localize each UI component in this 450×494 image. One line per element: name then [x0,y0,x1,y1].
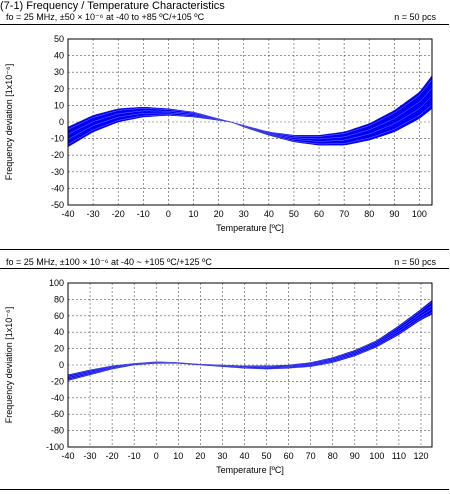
chart2-x-tick-label: 120 [413,451,428,461]
chart2-x-tick-label: 20 [195,451,205,461]
chart2-x-tick-label: -20 [106,451,119,461]
chart1-x-tick-label: 10 [189,209,199,219]
chart2-x-tick-label: 100 [369,451,384,461]
chart1-series-line [67,100,433,143]
chart2-series-line [67,310,433,380]
chart1-x-tick-label: 30 [239,209,249,219]
chart1-condition: fo = 25 MHz, ±50 × 10⁻⁶ at -40 to +85 ºC… [6,12,205,22]
chart1-x-tick-label: 90 [389,209,399,219]
chart2-x-tick-label: -40 [61,451,74,461]
chart2-y-tick-label: 0 [59,360,64,370]
chart1-x-axis-label: Temperature [ºC] [216,223,284,233]
chart1-y-tick-label: -40 [51,183,64,193]
chart2-y-tick-label: -40 [51,393,64,403]
chart2-y-tick-label: 100 [49,278,64,288]
chart1-x-tick-label: -40 [61,209,74,219]
chart2-x-tick-label: 60 [284,451,294,461]
chart2-y-tick-label: 60 [54,311,64,321]
chart1-x-tick-label: 40 [264,209,274,219]
chart1-y-tick-label: -20 [51,150,64,160]
chart1-y-tick-label: 20 [54,84,64,94]
chart2-y-tick-label: 80 [54,294,64,304]
chart1-y-tick-label: 0 [59,117,64,127]
chart2-plot-frame [67,282,433,448]
chart1-x-tick-label: 60 [314,209,324,219]
chart1-plot-frame [67,38,433,206]
chart2-x-tick-label: 80 [328,451,338,461]
chart1-x-tick-label: 80 [364,209,374,219]
chart2-y-tick-label: -60 [51,409,64,419]
chart1-y-tick-label: 30 [54,67,64,77]
chart1-sample-count: n = 50 pcs [394,12,436,22]
chart1-x-tick-label: -10 [137,209,150,219]
chart1-y-tick-label: 10 [54,100,64,110]
chart2-sample-count: n = 50 pcs [394,257,436,267]
chart2-series-line [67,300,433,376]
chart2-series-line [67,306,433,378]
chart2-y-tick-label: -20 [51,376,64,386]
chart1-series-line [67,79,433,137]
chart1-x-tick-label: -20 [112,209,125,219]
chart1-y-tick-label: 50 [54,34,64,44]
chart2-series-line [67,305,433,378]
page-title: (7-1) Frequency / Temperature Characteri… [0,0,225,12]
chart2-x-tick-label: 70 [306,451,316,461]
chart1-x-tick-label: 0 [166,209,171,219]
chart1-x-tick-label: 70 [339,209,349,219]
chart1-series-line [67,91,433,141]
chart1-panel: -50 -40 -30 -20 -10 0 10 20 30 40 50 -40 -30 -20 -10 0 1… [0,24,449,250]
chart1-x-tick-label: 100 [412,209,427,219]
chart2-y-axis-label: Frequency deviation [1x10⁻⁶] [4,307,14,424]
chart1-x-tick-label: 20 [214,209,224,219]
chart1-series-line [67,108,433,148]
chart2-x-tick-label: 10 [173,451,183,461]
chart2-x-axis-label: Temperature [ºC] [216,465,284,475]
chart1-y-tick-label: 40 [54,51,64,61]
chart2-x-tick-label: 50 [262,451,272,461]
chart2-x-tick-label: 0 [154,451,159,461]
chart1-y-axis-label: Frequency deviation [1x10⁻⁶] [4,64,14,181]
chart2-y-tick-label: 40 [54,327,64,337]
chart2-x-tick-label: 40 [239,451,249,461]
chart2-y-tick-label: -100 [46,442,64,452]
chart2-x-tick-label: -30 [84,451,97,461]
chart2-x-tick-label: 30 [217,451,227,461]
chart2-series-line [67,301,433,376]
chart1-x-tick-label: 50 [289,209,299,219]
chart1-band [68,75,432,147]
chart1-series-line [67,83,433,139]
chart2-x-tick-label: 90 [350,451,360,461]
chart2-x-tick-label: 110 [392,451,406,461]
chart2-x-tick-label: -10 [128,451,141,461]
chart2-panel: -100 -80 -60 -40 -20 0 20 40 60 80 100 -40 -30 -20 -10… [0,268,449,490]
chart2-y-tick-label: -80 [51,426,64,436]
chart1-y-tick-label: -10 [51,134,64,144]
chart1-series-line [67,104,433,145]
chart2-series-line [67,313,433,381]
chart1-x-tick-label: -30 [87,209,100,219]
chart2-series-line [67,303,433,377]
chart1-y-tick-label: -50 [51,200,64,210]
chart1-y-tick-label: -30 [51,167,64,177]
chart1-series-line [67,75,433,136]
chart2-condition: fo = 25 MHz, ±100 × 10⁻⁶ at -40 ~ +105 º… [6,257,212,267]
chart2-y-tick-label: 20 [54,344,64,354]
